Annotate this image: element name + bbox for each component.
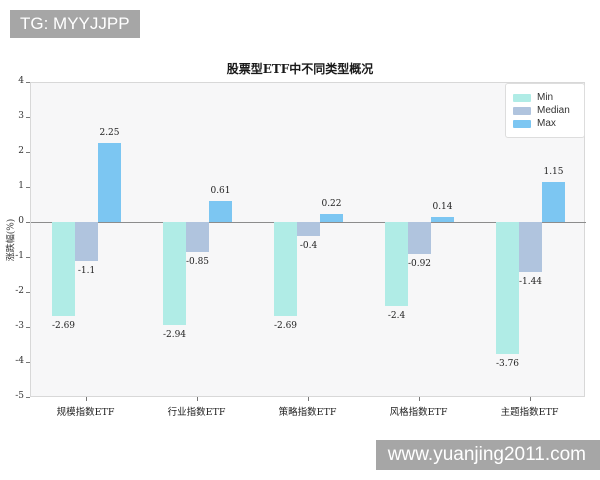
y-tick-label: -3	[15, 321, 24, 331]
category-label: 策略指数ETF	[278, 407, 337, 418]
legend-item-median: Median	[513, 105, 577, 116]
legend-label: Max	[537, 118, 556, 129]
y-tick-mark	[26, 292, 30, 293]
y-tick-mark	[26, 222, 30, 223]
bar-value-label: -0.4	[299, 241, 318, 251]
bar-max-3	[431, 217, 454, 222]
bar-median-2	[297, 222, 320, 236]
bar-value-label: -0.92	[407, 259, 432, 270]
bar-value-label: 0.14	[432, 202, 453, 213]
bar-median-4	[519, 222, 542, 273]
y-tick-label: -1	[15, 251, 24, 261]
bar-median-1	[186, 222, 209, 252]
bar-value-label: -1.44	[518, 277, 543, 288]
y-tick-mark	[26, 327, 30, 328]
bar-min-0	[52, 222, 75, 317]
y-tick-mark	[26, 152, 30, 153]
legend: Min Median Max	[505, 83, 585, 138]
y-tick-label: -5	[15, 391, 24, 401]
bar-median-0	[75, 222, 98, 261]
bar-min-2	[274, 222, 297, 317]
y-tick-label: 4	[18, 76, 24, 86]
bar-min-1	[163, 222, 186, 325]
legend-label: Median	[537, 105, 570, 116]
x-tick-mark	[196, 397, 198, 401]
bar-value-label: 2.25	[99, 128, 120, 139]
x-tick-mark	[85, 397, 87, 401]
plot-area: -2.69 -1.1 2.25 -2.94 -0.85 0.61 -2.69 -0.4 0.22…	[30, 82, 586, 397]
bar-value-label: 1.15	[543, 166, 564, 177]
bar-value-label: -2.69	[273, 321, 298, 332]
bar-value-label: -0.85	[185, 256, 210, 267]
legend-item-min: Min	[513, 92, 577, 103]
y-tick-mark	[26, 257, 30, 258]
x-tick-mark	[418, 397, 420, 401]
category-label: 行业指数ETF	[167, 407, 226, 418]
watermark-bottom: www.yuanjing2011.com	[375, 440, 600, 470]
y-tick-label: 3	[18, 111, 24, 121]
category-label: 规模指数ETF	[56, 407, 115, 418]
bar-value-label: 0.22	[321, 199, 342, 210]
legend-swatch-max	[513, 119, 531, 128]
bar-value-label: -2.94	[162, 329, 187, 340]
legend-label: Min	[537, 92, 554, 103]
y-tick-label: -2	[15, 286, 24, 296]
bar-value-label: -3.76	[495, 358, 520, 369]
x-tick-mark	[307, 397, 309, 401]
bar-min-4	[496, 222, 519, 354]
y-tick-label: -4	[15, 356, 24, 366]
bar-value-label: -1.1	[77, 265, 96, 276]
bar-max-4	[542, 181, 565, 222]
bar-value-label: 0.61	[210, 185, 231, 196]
y-tick-label: 1	[18, 181, 24, 191]
bar-max-0	[98, 143, 121, 222]
y-tick-mark	[26, 362, 30, 363]
y-axis-label: 涨跌幅(%)	[6, 218, 17, 262]
legend-swatch-min	[513, 93, 531, 102]
bar-max-2	[320, 214, 343, 222]
bar-min-3	[385, 222, 408, 306]
y-tick-label: 2	[18, 146, 24, 156]
x-tick-mark	[529, 397, 531, 401]
bar-value-label: -2.69	[51, 321, 76, 332]
watermark-top: TG: MYYJJPP	[10, 10, 140, 38]
y-tick-label: 0	[18, 216, 24, 226]
bar-value-label: -2.4	[387, 311, 406, 321]
legend-item-max: Max	[513, 118, 577, 129]
bar-max-1	[209, 200, 232, 222]
chart-title: 股票型ETF中不同类型概况	[226, 62, 374, 76]
y-tick-mark	[26, 187, 30, 188]
bar-median-3	[408, 222, 431, 255]
category-label: 风格指数ETF	[389, 407, 448, 418]
y-tick-mark	[26, 397, 30, 398]
y-tick-mark	[26, 117, 30, 118]
legend-swatch-median	[513, 106, 531, 115]
y-tick-mark	[26, 82, 30, 83]
category-label: 主题指数ETF	[500, 407, 559, 418]
